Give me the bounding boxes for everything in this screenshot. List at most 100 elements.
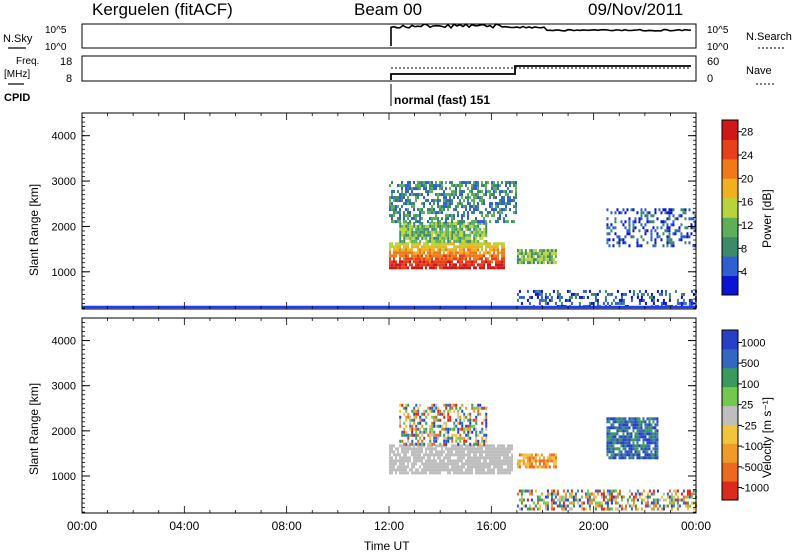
scatter-cell xyxy=(684,226,687,230)
freq-label-line1: Freq. xyxy=(16,56,39,67)
scatter-cell xyxy=(455,465,457,469)
scatter-cell xyxy=(660,301,663,305)
scatter-cell xyxy=(520,261,523,265)
scatter-cell xyxy=(644,504,647,508)
scatter-cell xyxy=(467,187,469,191)
scatter-cell xyxy=(421,430,424,434)
scatter-cell xyxy=(465,239,468,243)
scatter-cell xyxy=(534,462,537,466)
scatter-cell xyxy=(459,465,461,469)
scatter-cell xyxy=(642,429,645,433)
scatter-cell xyxy=(393,245,395,249)
nsearch-tick-bottom: 10^0 xyxy=(707,42,729,53)
scatter-cell xyxy=(431,465,433,469)
colorbar-segment xyxy=(722,217,738,238)
scatter-cell xyxy=(610,432,613,436)
scatter-cell xyxy=(405,456,407,460)
scatter-cell xyxy=(411,453,413,457)
scatter-cell xyxy=(554,301,557,305)
scatter-cell xyxy=(505,459,507,463)
scatter-cell xyxy=(445,227,448,231)
scatter-cell xyxy=(425,465,427,469)
scatter-cell xyxy=(618,447,621,451)
scatter-cell xyxy=(443,254,445,258)
scatter-cell xyxy=(443,444,445,448)
scatter-cell xyxy=(544,495,547,499)
scatter-cell xyxy=(618,450,621,454)
scatter-cell xyxy=(413,217,415,221)
scatter-cell xyxy=(405,406,408,410)
scatter-cell xyxy=(485,465,487,469)
scatter-cell xyxy=(616,241,619,245)
scatter-cell xyxy=(447,403,450,407)
scatter-cell xyxy=(415,233,418,237)
scatter-cell xyxy=(453,444,455,448)
scatter-cell xyxy=(439,409,442,413)
scatter-cell xyxy=(632,453,635,457)
scatter-cell xyxy=(415,254,417,258)
scatter-cell xyxy=(457,251,459,255)
scatter-cell xyxy=(445,260,447,264)
scatter-cell xyxy=(532,507,535,511)
scatter-cell xyxy=(554,453,557,457)
scatter-cell xyxy=(491,245,493,249)
scatter-cell xyxy=(401,242,403,246)
scatter-cell xyxy=(676,217,679,221)
scatter-cell xyxy=(405,199,407,203)
scatter-cell xyxy=(473,184,475,188)
scatter-cell xyxy=(620,429,623,433)
scatter-cell xyxy=(528,489,531,493)
scatter-cell xyxy=(421,439,424,443)
scatter-cell xyxy=(636,450,639,454)
scatter-cell xyxy=(419,418,422,422)
scatter-cell xyxy=(513,181,515,185)
scatter-cell xyxy=(441,424,444,428)
scatter-cell xyxy=(491,453,493,457)
scatter-cell xyxy=(449,248,451,252)
scatter-cell xyxy=(463,220,465,224)
scatter-cell xyxy=(435,236,438,240)
scatter-cell xyxy=(608,456,611,460)
scatter-cell xyxy=(479,211,481,215)
scatter-cell xyxy=(518,459,521,463)
scatter-cell xyxy=(443,205,445,209)
scatter-cell xyxy=(457,462,459,466)
scatter-cell xyxy=(646,456,649,460)
scatter-cell xyxy=(628,432,631,436)
scatter-cell xyxy=(447,199,449,203)
scatter-cell xyxy=(485,444,487,448)
scatter-cell xyxy=(451,403,454,407)
scatter-cell xyxy=(417,468,419,472)
scatter-cell xyxy=(672,498,675,502)
scatter-cell xyxy=(516,465,519,469)
scatter-cell xyxy=(532,456,535,460)
scatter-cell xyxy=(479,412,482,416)
scatter-cell xyxy=(421,412,424,416)
scatter-cell xyxy=(626,453,629,457)
scatter-cell xyxy=(540,289,543,293)
scatter-cell xyxy=(493,450,495,454)
scatter-cell xyxy=(513,196,515,200)
scatter-cell xyxy=(391,254,393,258)
scatter-cell xyxy=(588,301,591,305)
scatter-cell xyxy=(670,504,673,508)
scatter-cell xyxy=(503,462,505,466)
scatter-cell xyxy=(598,289,601,293)
scatter-cell xyxy=(469,436,472,440)
y-tick-label: 2000 xyxy=(52,426,76,438)
scatter-cell xyxy=(497,447,499,451)
scatter-cell xyxy=(507,181,509,185)
scatter-cell xyxy=(403,193,405,197)
scatter-cell xyxy=(528,249,531,253)
scatter-cell xyxy=(407,456,409,460)
scatter-cell xyxy=(471,190,473,194)
scatter-cell xyxy=(652,226,655,230)
scatter-cell xyxy=(423,427,426,431)
scatter-cell xyxy=(439,181,441,185)
scatter-cell xyxy=(690,232,693,236)
scatter-cell xyxy=(477,233,480,237)
scatter-cell xyxy=(574,492,577,496)
scatter-cell xyxy=(429,208,431,212)
scatter-cell xyxy=(415,427,418,431)
